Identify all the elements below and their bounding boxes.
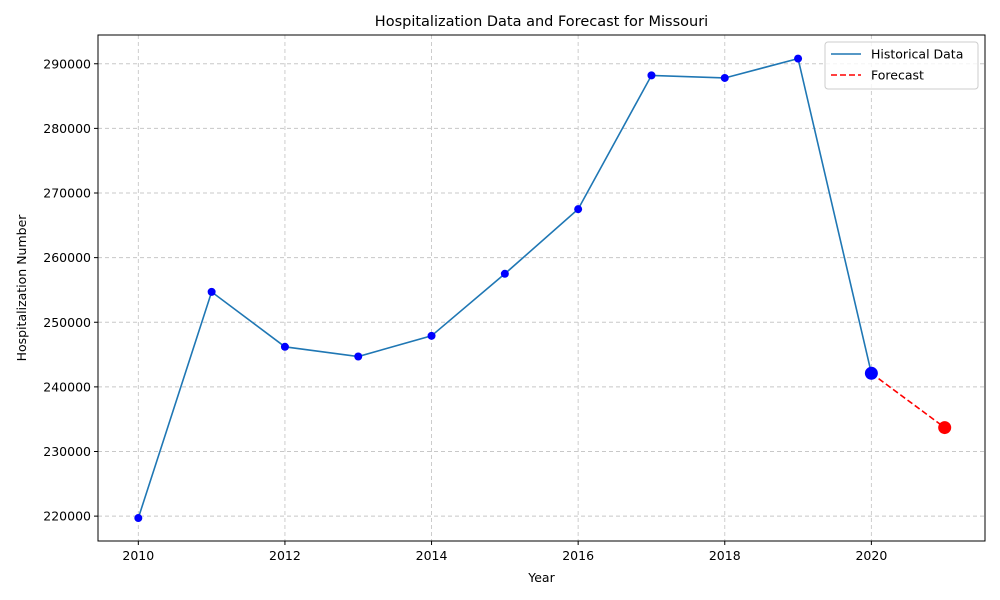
y-tick-label: 220000 bbox=[43, 509, 91, 524]
historical-data-point bbox=[354, 352, 363, 361]
x-tick-label: 2016 bbox=[562, 548, 594, 563]
legend-box bbox=[824, 41, 979, 90]
grid bbox=[98, 35, 985, 541]
x-tick-label: 2014 bbox=[416, 548, 448, 563]
x-tick-label: 2020 bbox=[855, 548, 887, 563]
y-tick-label: 270000 bbox=[43, 186, 91, 201]
forecast-point bbox=[938, 421, 952, 435]
plot-area-frame bbox=[97, 34, 986, 542]
y-tick-label: 240000 bbox=[43, 379, 91, 394]
y-tick-label: 250000 bbox=[43, 315, 91, 330]
forecast-line bbox=[870, 372, 946, 429]
historical-data-point bbox=[134, 514, 143, 523]
y-axis-label: Hospitalization Number bbox=[14, 214, 29, 362]
x-axis-label: Year bbox=[527, 570, 555, 585]
historical-data-point bbox=[647, 71, 656, 80]
last-historical-point bbox=[864, 366, 878, 380]
y-tick-label: 280000 bbox=[43, 121, 91, 136]
chart-title: Hospitalization Data and Forecast for Mi… bbox=[375, 14, 708, 30]
axis-ticks: 2010 2012 2014 2016 2018 2020 220000 230000 2400… bbox=[43, 56, 887, 563]
historical-data-point bbox=[794, 54, 803, 63]
y-tick-label: 290000 bbox=[43, 56, 91, 71]
plot-series bbox=[134, 54, 952, 523]
x-tick-label: 2012 bbox=[269, 548, 301, 563]
historical-data-point bbox=[207, 287, 216, 296]
x-tick-label: 2018 bbox=[709, 548, 741, 563]
y-tick-label: 230000 bbox=[43, 444, 91, 459]
legend-label-forecast: Forecast bbox=[871, 68, 924, 83]
historical-data-point bbox=[574, 205, 583, 214]
legend: Historical Data Forecast bbox=[824, 41, 979, 90]
historical-data-point bbox=[720, 73, 729, 82]
legend-label-historical: Historical Data bbox=[871, 47, 963, 62]
historical-data-point bbox=[280, 342, 289, 351]
x-tick-label: 2010 bbox=[122, 548, 154, 563]
historical-data-point bbox=[500, 269, 509, 278]
historical-data-point bbox=[427, 331, 436, 340]
y-tick-label: 260000 bbox=[43, 250, 91, 265]
